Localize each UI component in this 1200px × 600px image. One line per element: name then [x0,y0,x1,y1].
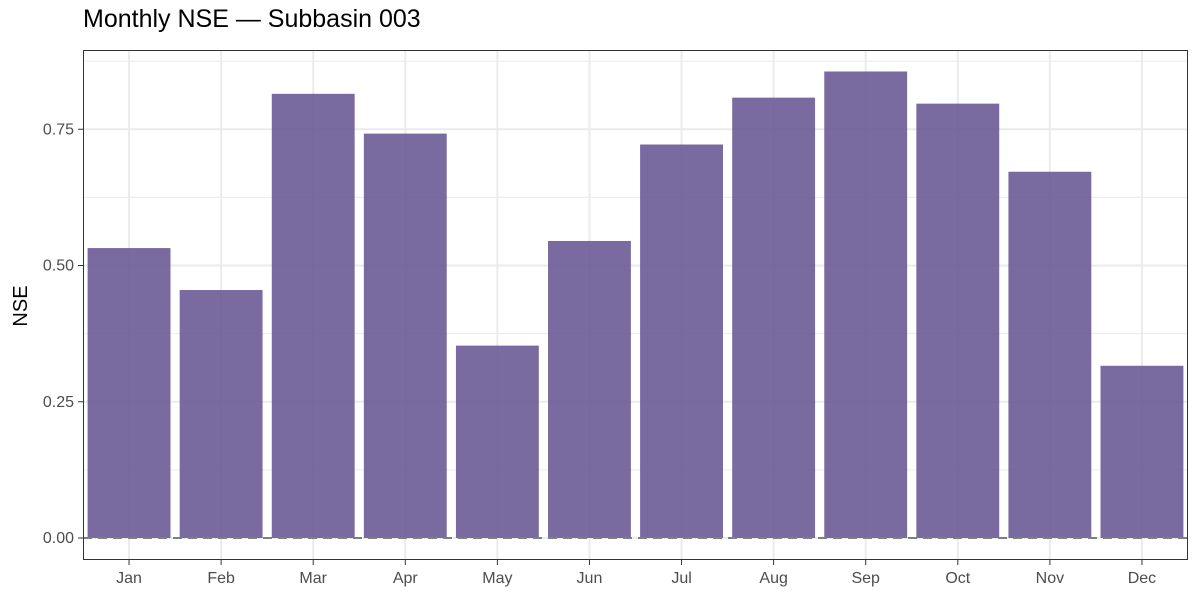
bars [87,71,1184,539]
bar-sep [824,71,908,538]
x-tick-label: Sep [851,570,880,587]
x-tick-label: Aug [759,570,787,587]
y-tick-label: 0.75 [43,121,74,138]
x-tick-label: Dec [1128,570,1156,587]
x-tick-label: Apr [393,570,419,587]
bar-mar [271,93,355,538]
panel-border [83,50,1188,560]
x-tick-label: May [482,570,512,587]
x-tick-label: Mar [299,570,327,587]
chart-title: Monthly NSE — Subbasin 003 [83,5,421,33]
bar-nov [1008,171,1092,538]
bar-may [455,345,539,538]
bar-jun [548,240,631,538]
x-tick-label: Nov [1036,570,1064,587]
y-tick-label: 0.25 [43,394,74,411]
y-axis: 0.00 0.25 0.50 0.75 [43,121,83,547]
bar-aug [732,97,816,538]
x-tick-label: Jul [671,570,691,587]
bar-oct [916,103,1000,538]
x-axis: Jan Feb Mar Apr May Jun Jul Aug Sep Oct Nov Dec [116,560,1156,587]
x-tick-label: Oct [945,570,970,587]
bar-apr [363,133,447,539]
y-tick-label: 0.50 [43,258,74,275]
y-tick-label: 0.00 [43,530,74,547]
x-tick-label: Feb [207,570,235,587]
bar-feb [179,290,263,538]
x-tick-label: Jun [577,570,603,587]
bar-jul [640,144,723,538]
y-axis-title: NSE [10,285,32,326]
bar-jan [87,248,171,538]
x-tick-label: Jan [116,570,142,587]
bar-dec [1100,365,1184,538]
